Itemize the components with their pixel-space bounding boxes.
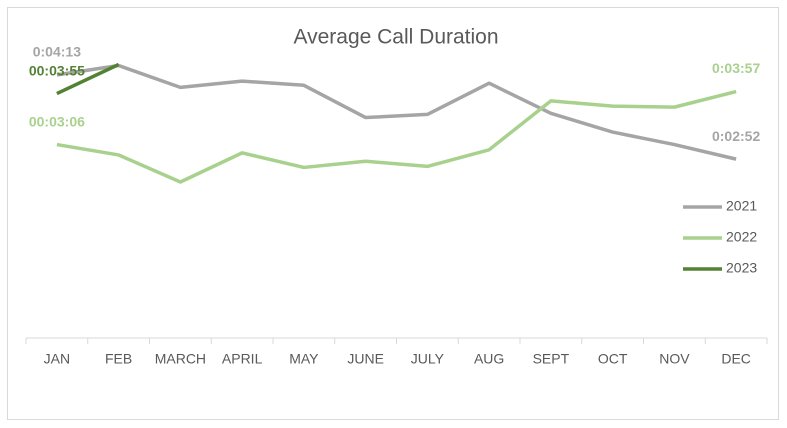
legend-label: 2023	[726, 260, 757, 276]
data-label: 0:03:57	[712, 60, 760, 76]
data-label: 0:02:52	[712, 128, 760, 144]
legend-label: 2021	[726, 198, 757, 214]
x-tick-label: MAY	[289, 351, 319, 367]
x-tick-label: JULY	[411, 351, 445, 367]
series-line	[56, 62, 120, 96]
x-tick-label: OCT	[598, 351, 628, 367]
series-line	[56, 63, 737, 161]
x-tick-label: AUG	[474, 351, 504, 367]
x-tick-label: SEPT	[533, 351, 570, 367]
x-tick-label: APRIL	[222, 351, 263, 367]
chart-border	[7, 7, 779, 420]
data-label: 00:03:06	[29, 113, 85, 129]
x-tick-label: FEB	[105, 351, 132, 367]
x-tick-label: NOV	[659, 351, 690, 367]
x-tick-label: DEC	[721, 351, 751, 367]
data-label: 0:04:13	[33, 44, 81, 60]
x-tick-label: MARCH	[155, 351, 206, 367]
x-tick-label: JAN	[44, 351, 70, 367]
chart-title: Average Call Duration	[293, 26, 498, 49]
legend-label: 2022	[726, 229, 757, 245]
x-tick-label: JUNE	[347, 351, 384, 367]
data-label: 00:03:55	[29, 62, 85, 78]
series-line	[56, 89, 737, 184]
